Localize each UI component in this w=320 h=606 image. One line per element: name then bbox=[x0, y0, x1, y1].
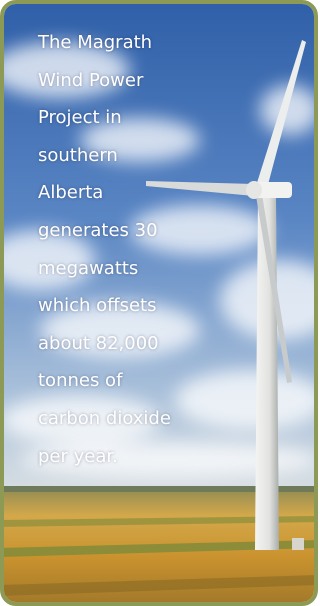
caption-line: which offsets bbox=[38, 287, 171, 325]
caption-line: Wind Power bbox=[38, 62, 171, 100]
caption-line: Alberta bbox=[38, 174, 171, 212]
caption-line: The Magrath bbox=[38, 24, 171, 62]
caption-line: generates 30 bbox=[38, 212, 171, 250]
caption-line: carbon dioxide bbox=[38, 400, 171, 438]
caption-line: southern bbox=[38, 137, 171, 175]
caption-line: about 82,000 bbox=[38, 325, 171, 363]
caption-line: per year. bbox=[38, 438, 171, 476]
caption-line: tonnes of bbox=[38, 362, 171, 400]
caption-line: Project in bbox=[38, 99, 171, 137]
caption: The Magrath Wind Power Project in southe… bbox=[38, 24, 171, 475]
caption-line: megawatts bbox=[38, 250, 171, 288]
photo-panel: The Magrath Wind Power Project in southe… bbox=[0, 0, 318, 606]
